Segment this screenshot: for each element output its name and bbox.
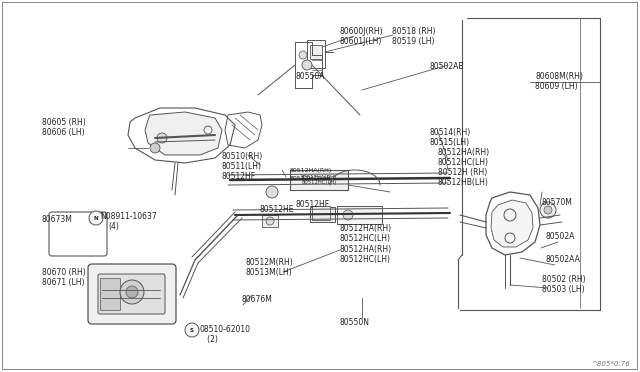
Circle shape xyxy=(318,209,328,219)
Text: 80512HF: 80512HF xyxy=(296,200,330,209)
Text: 80512H (RH)
80512HB(LH): 80512H (RH) 80512HB(LH) xyxy=(438,168,489,187)
Text: N: N xyxy=(93,215,99,221)
Circle shape xyxy=(157,133,167,143)
Text: 80502AA: 80502AA xyxy=(545,255,580,264)
Text: 80512HE: 80512HE xyxy=(260,205,294,214)
Circle shape xyxy=(266,186,278,198)
Circle shape xyxy=(185,323,199,337)
Text: 80550N: 80550N xyxy=(340,318,370,327)
Text: N08911-10637: N08911-10637 xyxy=(100,212,157,221)
Text: 80550A: 80550A xyxy=(295,72,324,81)
Text: 80512HA(RH)
80512HC(LH): 80512HA(RH) 80512HC(LH) xyxy=(301,174,337,185)
Text: 80673M: 80673M xyxy=(42,215,73,224)
Bar xyxy=(100,278,120,310)
Text: ^805*0:76: ^805*0:76 xyxy=(591,361,630,367)
FancyBboxPatch shape xyxy=(98,274,165,314)
Text: 80600J(RH)
80601J(LH): 80600J(RH) 80601J(LH) xyxy=(340,27,383,46)
Bar xyxy=(307,40,325,68)
Circle shape xyxy=(343,210,353,220)
Bar xyxy=(312,206,330,220)
Text: 80502AB: 80502AB xyxy=(430,62,465,71)
Polygon shape xyxy=(145,112,222,155)
Bar xyxy=(310,207,335,222)
Text: 80502A: 80502A xyxy=(545,232,574,241)
Circle shape xyxy=(544,206,552,214)
Text: 80608M(RH)
80609 (LH): 80608M(RH) 80609 (LH) xyxy=(535,72,583,92)
Bar xyxy=(310,45,322,59)
Text: 80670 (RH)
80671 (LH): 80670 (RH) 80671 (LH) xyxy=(42,268,86,288)
Text: 80570M: 80570M xyxy=(542,198,573,207)
Polygon shape xyxy=(491,200,533,247)
Text: 08510-62010
   (2): 08510-62010 (2) xyxy=(200,325,251,344)
Text: (4): (4) xyxy=(108,222,119,231)
Circle shape xyxy=(126,286,138,298)
Bar xyxy=(262,215,278,227)
Text: 80518 (RH)
80519 (LH): 80518 (RH) 80519 (LH) xyxy=(392,27,435,46)
Bar xyxy=(290,170,348,190)
Text: 80502 (RH)
80503 (LH): 80502 (RH) 80503 (LH) xyxy=(542,275,586,294)
Circle shape xyxy=(150,143,160,153)
Text: 80605 (RH)
80606 (LH): 80605 (RH) 80606 (LH) xyxy=(42,118,86,137)
Text: 80676M: 80676M xyxy=(242,295,273,304)
Circle shape xyxy=(266,217,274,225)
Circle shape xyxy=(540,202,556,218)
Text: 80514(RH)
80515(LH): 80514(RH) 80515(LH) xyxy=(430,128,471,147)
Text: 80512HA(RH)
80512HC(LH): 80512HA(RH) 80512HC(LH) xyxy=(438,148,490,167)
FancyBboxPatch shape xyxy=(88,264,176,324)
Text: 80512HA(RH): 80512HA(RH) xyxy=(290,168,332,173)
Text: S: S xyxy=(190,327,194,333)
Circle shape xyxy=(120,280,144,304)
Text: 80512HF: 80512HF xyxy=(222,172,256,181)
Text: 80512M(RH)
80513M(LH): 80512M(RH) 80513M(LH) xyxy=(245,258,292,278)
Circle shape xyxy=(299,51,307,59)
Circle shape xyxy=(302,60,312,70)
Text: 80511(LH): 80511(LH) xyxy=(222,162,262,171)
Text: 80512HA(RH)
80512HC(LH)
80512HA(RH)
80512HC(LH): 80512HA(RH) 80512HC(LH) 80512HA(RH) 8051… xyxy=(340,224,392,264)
Text: 80512HC(LH): 80512HC(LH) xyxy=(290,176,332,181)
Circle shape xyxy=(89,211,103,225)
Bar xyxy=(337,206,382,224)
Text: 80510(RH): 80510(RH) xyxy=(222,152,263,161)
